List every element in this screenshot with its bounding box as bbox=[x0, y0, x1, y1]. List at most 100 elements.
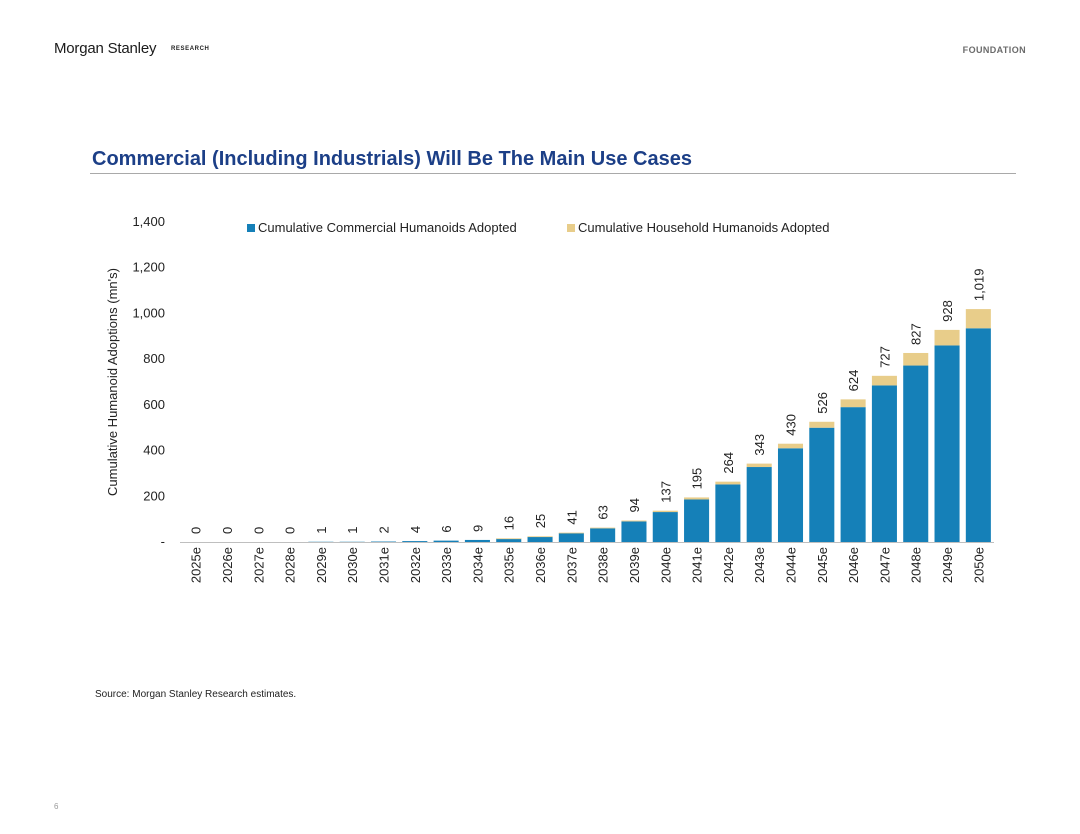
bar-total-label: 624 bbox=[846, 370, 861, 392]
x-tick-label: 2045e bbox=[815, 547, 830, 583]
bar-total-label: 1 bbox=[314, 527, 329, 534]
bar-commercial bbox=[621, 521, 647, 542]
x-tick-label: 2032e bbox=[408, 547, 423, 583]
y-tick-label: 400 bbox=[143, 443, 165, 458]
bar-total-label: 25 bbox=[533, 514, 548, 528]
bar-commercial bbox=[496, 538, 522, 542]
bar-commercial bbox=[558, 533, 584, 542]
bar-commercial bbox=[433, 540, 459, 542]
bar-total-label: 1,019 bbox=[971, 269, 986, 302]
bar-household bbox=[652, 510, 678, 513]
bar-total-label: 137 bbox=[658, 481, 673, 503]
bar-household bbox=[746, 463, 772, 468]
bar-commercial bbox=[746, 467, 772, 542]
bar-total-label: 727 bbox=[877, 346, 892, 368]
x-tick-label: 2049e bbox=[940, 547, 955, 583]
y-tick-label: 1,000 bbox=[132, 305, 165, 320]
bar-commercial bbox=[777, 448, 804, 542]
bar-household bbox=[590, 527, 616, 529]
bar-total-label: 343 bbox=[752, 434, 767, 456]
bar-household bbox=[684, 497, 710, 500]
x-tick-label: 2026e bbox=[220, 547, 235, 583]
bar-household bbox=[496, 538, 522, 540]
x-tick-label: 2042e bbox=[721, 547, 736, 583]
bar-household bbox=[527, 536, 553, 538]
bar-total-label: 9 bbox=[470, 525, 485, 532]
bar-total-label: 41 bbox=[564, 510, 579, 524]
x-tick-label: 2038e bbox=[596, 547, 611, 583]
brand-logo: Morgan Stanley bbox=[54, 40, 157, 57]
y-tick-label: 1,200 bbox=[132, 260, 165, 275]
x-tick-label: 2046e bbox=[846, 547, 861, 583]
x-tick-label: 2031e bbox=[377, 547, 392, 583]
bar-commercial bbox=[715, 484, 741, 542]
x-tick-label: 2025e bbox=[189, 547, 204, 583]
bar-commercial bbox=[652, 512, 678, 542]
x-tick-label: 2047e bbox=[877, 547, 892, 583]
bar-total-label: 16 bbox=[502, 516, 517, 530]
bar-household bbox=[903, 352, 929, 366]
bar-total-label: 4 bbox=[408, 526, 423, 533]
x-tick-label: 2037e bbox=[564, 547, 579, 583]
bar-total-label: 1 bbox=[345, 527, 360, 534]
legend-swatch bbox=[567, 224, 575, 232]
y-tick-label: 600 bbox=[143, 397, 165, 412]
x-tick-label: 2039e bbox=[627, 547, 642, 583]
bar-household bbox=[777, 443, 804, 449]
bar-total-label: 0 bbox=[251, 527, 266, 534]
x-tick-label: 2034e bbox=[470, 547, 485, 583]
bar-total-label: 264 bbox=[721, 452, 736, 474]
x-tick-label: 2043e bbox=[752, 547, 767, 583]
source-note: Source: Morgan Stanley Research estimate… bbox=[95, 689, 297, 700]
bar-total-label: 430 bbox=[784, 414, 799, 436]
legend-swatch bbox=[247, 224, 255, 232]
x-tick-label: 2033e bbox=[439, 547, 454, 583]
bar-household bbox=[621, 520, 647, 522]
y-tick-label: 200 bbox=[143, 488, 165, 503]
bar-commercial bbox=[965, 328, 991, 542]
y-tick-label: 1,400 bbox=[132, 214, 165, 229]
x-tick-label: 2040e bbox=[658, 547, 673, 583]
foundation-tag: FOUNDATION bbox=[962, 45, 1026, 55]
y-tick-label: 800 bbox=[143, 351, 165, 366]
bar-commercial bbox=[903, 365, 929, 542]
bar-total-label: 94 bbox=[627, 498, 642, 512]
y-axis-label: Cumulative Humanoid Adoptions (mn's) bbox=[105, 268, 120, 496]
bar-total-label: 0 bbox=[283, 527, 298, 534]
bar-total-label: 526 bbox=[815, 392, 830, 414]
x-tick-label: 2044e bbox=[784, 547, 799, 583]
bar-total-label: 63 bbox=[596, 505, 611, 519]
bar-commercial bbox=[402, 541, 428, 542]
brand-sub-label: RESEARCH bbox=[171, 46, 210, 52]
legend-label: Cumulative Household Humanoids Adopted bbox=[578, 220, 830, 235]
bar-total-label: 0 bbox=[189, 527, 204, 534]
bar-household bbox=[871, 375, 897, 386]
bar-commercial bbox=[684, 499, 710, 542]
bar-commercial bbox=[871, 385, 897, 542]
bar-household bbox=[840, 399, 866, 408]
bar-total-label: 195 bbox=[690, 468, 705, 490]
bar-household bbox=[965, 309, 991, 329]
x-tick-label: 2030e bbox=[345, 547, 360, 583]
x-tick-label: 2028e bbox=[283, 547, 298, 583]
bar-commercial bbox=[840, 407, 866, 542]
bar-total-label: 2 bbox=[377, 526, 392, 533]
bar-commercial bbox=[464, 539, 490, 542]
bar-total-label: 827 bbox=[909, 323, 924, 345]
slide-title: Commercial (Including Industrials) Will … bbox=[92, 148, 692, 170]
x-tick-label: 2048e bbox=[909, 547, 924, 583]
bar-household bbox=[809, 421, 835, 428]
x-tick-label: 2029e bbox=[314, 547, 329, 583]
bar-commercial bbox=[527, 536, 553, 542]
x-tick-label: 2027e bbox=[251, 547, 266, 583]
bar-commercial bbox=[809, 427, 835, 542]
bar-total-label: 6 bbox=[439, 525, 454, 532]
bar-total-label: 0 bbox=[220, 527, 235, 534]
x-tick-label: 2050e bbox=[971, 547, 986, 583]
legend-label: Cumulative Commercial Humanoids Adopted bbox=[258, 220, 517, 235]
bar-commercial bbox=[934, 345, 960, 542]
bar-household bbox=[934, 329, 960, 346]
y-tick-label: - bbox=[161, 534, 165, 549]
bar-household bbox=[558, 532, 584, 534]
